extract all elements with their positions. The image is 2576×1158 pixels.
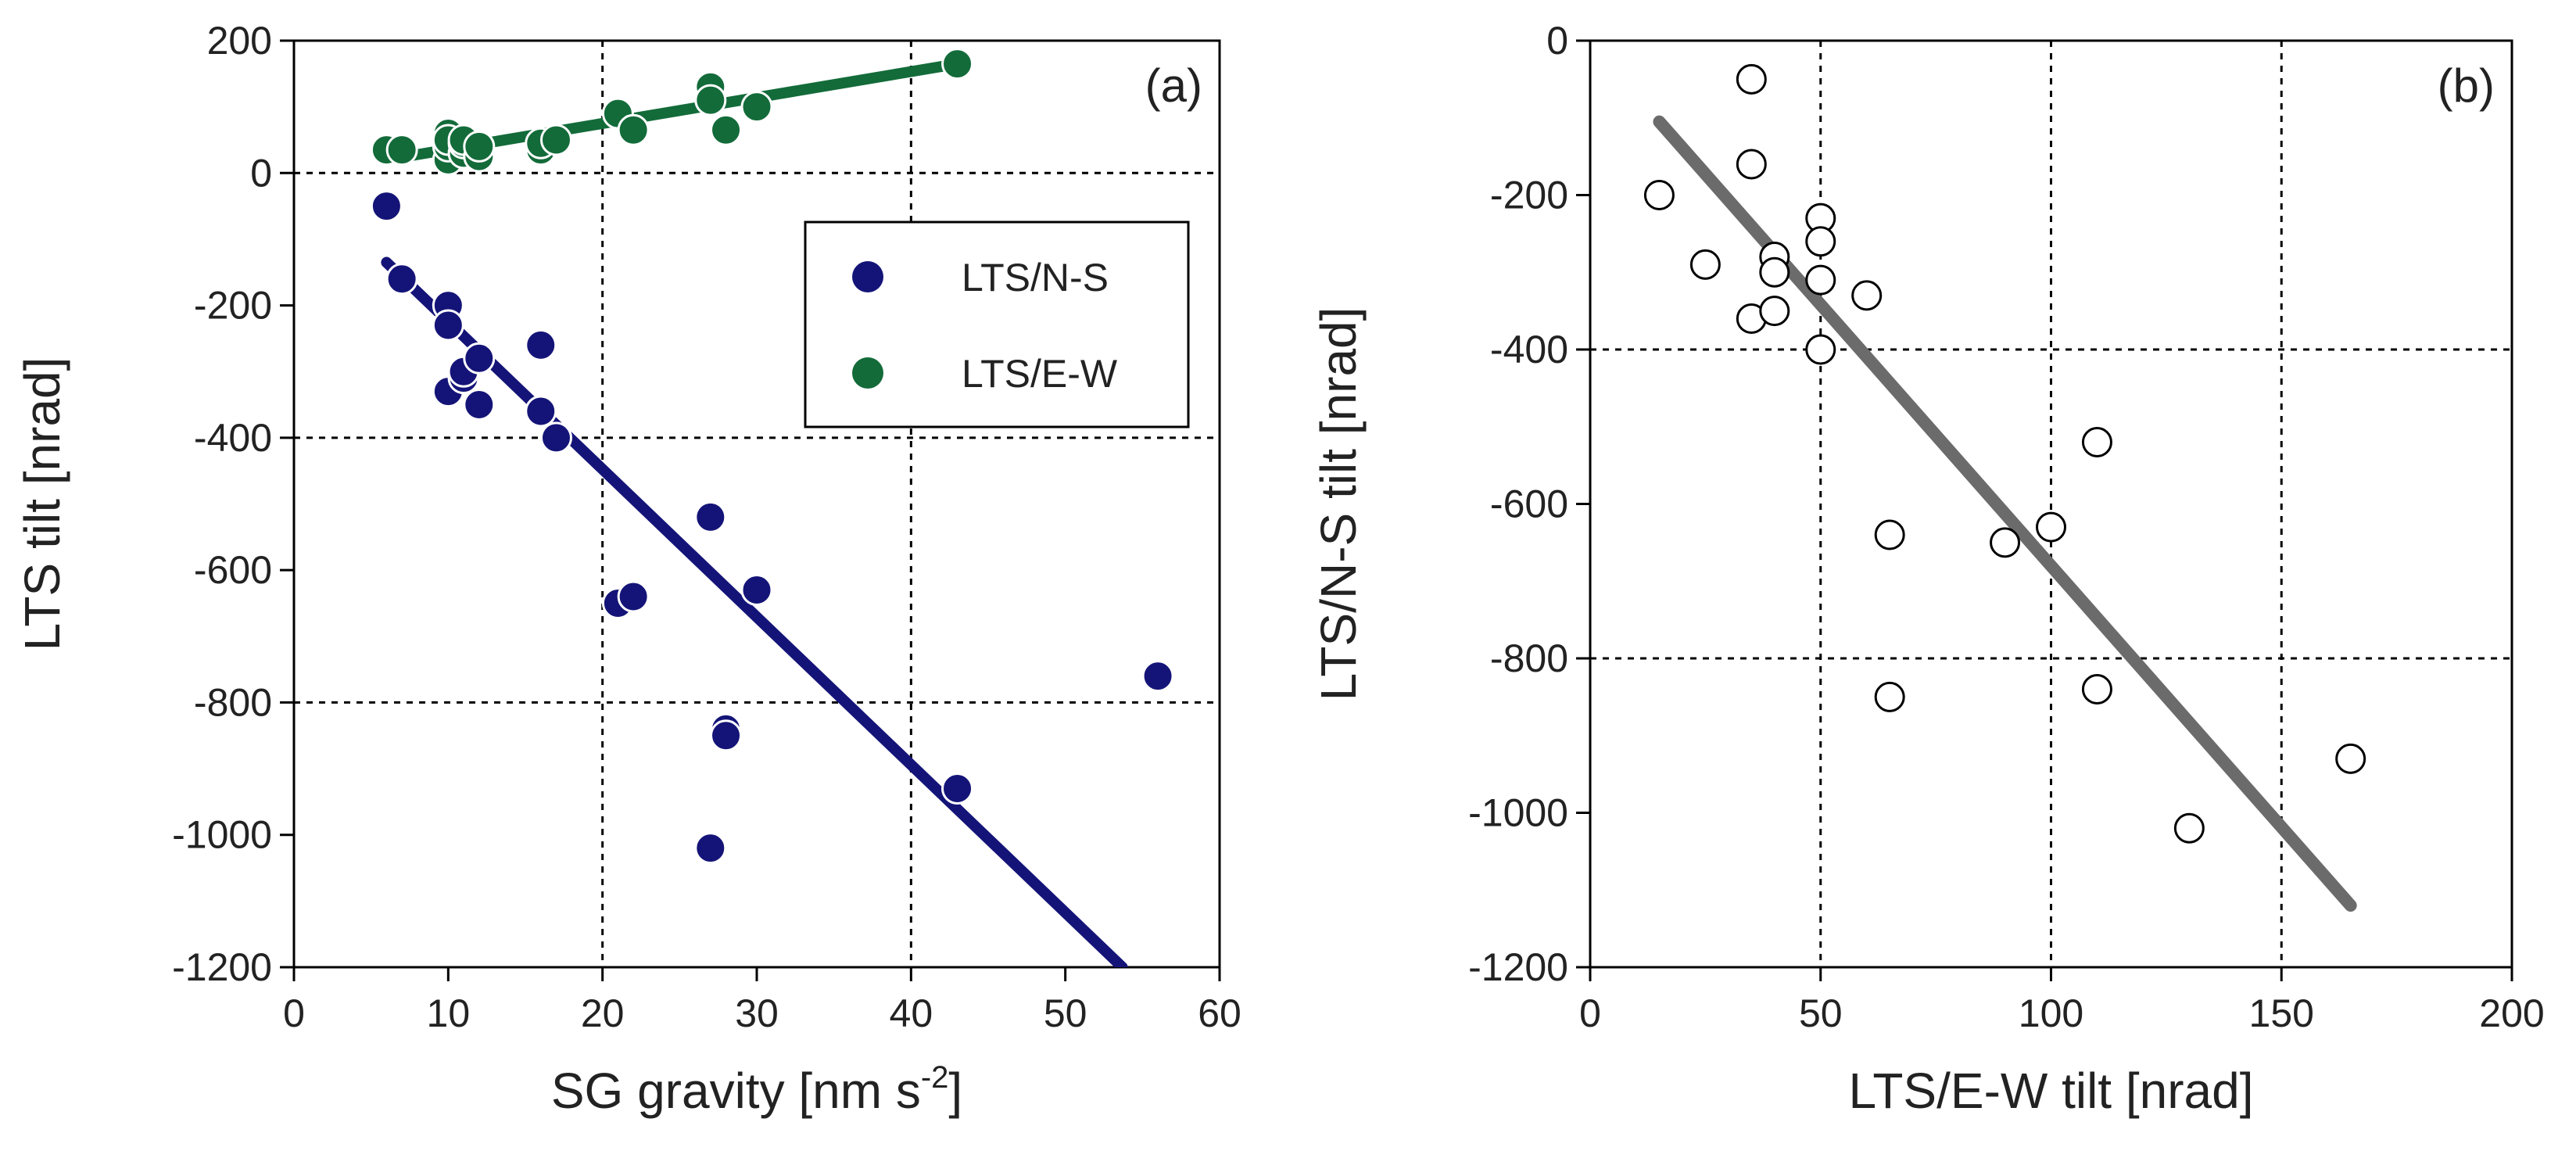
x-axis-label-end: ] — [948, 1063, 962, 1119]
data-point — [1805, 334, 1836, 365]
x-tick-label: 150 — [2249, 991, 2314, 1035]
data-point — [1689, 249, 1721, 280]
y-tick-label: 0 — [1546, 19, 1568, 63]
data-point — [463, 389, 496, 421]
panel-a: 0 10 20 30 40 50 60 -1200 -1000 -800 -600 -400 -200 0… — [14, 19, 1241, 1119]
legend-marker — [852, 261, 883, 292]
fit-line-lts-n-s-vs-lts-e-w — [1653, 115, 2357, 912]
panel-b: 0 50 100 150 200 -1200 -1000 -800 -600 -400 -200 0 L… — [1310, 19, 2545, 1119]
y-tick-label: -800 — [1490, 636, 1568, 680]
data-point — [539, 124, 572, 156]
y-tick-label: -200 — [194, 284, 272, 328]
data-layer — [1643, 63, 2366, 912]
y-axis-label: LTS/N-S tilt [nrad] — [1310, 307, 1367, 701]
y-tick-label: -1200 — [172, 945, 272, 989]
data-layer — [370, 48, 1174, 967]
data-point — [617, 113, 650, 146]
data-point — [385, 263, 418, 296]
y-tick-label: -400 — [1490, 328, 1568, 371]
y-tick-label: -200 — [1490, 174, 1568, 217]
legend-box — [804, 220, 1190, 428]
y-axis-label: LTS tilt [nrad] — [14, 357, 70, 651]
data-point — [1643, 180, 1675, 210]
data-point — [1990, 527, 2021, 558]
data-point — [694, 84, 727, 117]
data-point — [710, 113, 743, 146]
data-point — [740, 574, 773, 607]
x-tick-label: 40 — [890, 991, 933, 1035]
x-axis-label: SG gravity [nm s-2] — [551, 1060, 962, 1119]
data-point — [539, 421, 572, 454]
y-tick-label: -400 — [194, 416, 272, 460]
data-point — [1805, 264, 1836, 296]
x-tick-label: 20 — [581, 991, 625, 1035]
data-point — [2081, 674, 2112, 704]
data-point — [941, 772, 974, 805]
x-tick-label: 30 — [735, 991, 779, 1035]
y-tick-label: 200 — [207, 19, 272, 63]
plot-frame — [292, 39, 1221, 969]
data-point — [617, 580, 650, 613]
legend-marker — [852, 357, 883, 389]
panel-label: (b) — [2438, 59, 2495, 112]
legend-label: LTS/N-S — [962, 256, 1109, 299]
data-point — [463, 342, 496, 375]
data-point — [1759, 256, 1790, 288]
y-tick-label: -600 — [1490, 482, 1568, 526]
fit-line-lts-n-s — [381, 256, 1128, 967]
data-point — [740, 91, 773, 124]
y-tick-label: -800 — [194, 680, 272, 724]
data-point — [385, 134, 418, 167]
data-point — [2081, 427, 2112, 457]
data-point — [1851, 280, 1883, 311]
legend-label: LTS/E-W — [962, 352, 1118, 396]
data-point — [463, 130, 496, 163]
x-tick-label: 200 — [2479, 991, 2544, 1035]
x-tick-label: 100 — [2019, 991, 2083, 1035]
data-point — [1759, 296, 1790, 327]
data-point — [2036, 511, 2066, 543]
x-tick-label: 10 — [427, 991, 471, 1035]
y-tick-label: -600 — [194, 548, 272, 592]
x-tick-label: 0 — [283, 991, 305, 1035]
x-tick-label: 50 — [1044, 991, 1087, 1035]
data-point — [525, 395, 557, 428]
y-tick-label: -1000 — [1468, 791, 1568, 835]
data-point — [1805, 226, 1836, 257]
data-point — [370, 190, 403, 223]
panel-label: (a) — [1145, 59, 1202, 112]
data-point — [1736, 63, 1767, 95]
x-axis-label: LTS/E-W tilt [nrad] — [1848, 1063, 2253, 1119]
data-point — [710, 719, 743, 752]
data-point — [694, 832, 727, 865]
x-axis-label-text: SG gravity [nm s — [551, 1063, 921, 1119]
data-point — [2173, 812, 2205, 844]
data-point — [694, 500, 727, 533]
x-tick-label: 50 — [1799, 991, 1843, 1035]
x-axis-label-superscript: -2 — [921, 1060, 949, 1095]
y-tick-label: 0 — [250, 151, 272, 195]
data-point — [941, 48, 974, 81]
data-point — [1736, 149, 1767, 180]
data-point — [1874, 681, 1905, 712]
data-point — [525, 328, 557, 361]
data-point — [1141, 660, 1174, 693]
data-point — [2335, 743, 2366, 774]
y-tick-label: -1000 — [172, 813, 272, 857]
x-tick-label: 60 — [1198, 991, 1241, 1035]
y-tick-label: -1200 — [1468, 945, 1568, 989]
data-point — [432, 309, 464, 342]
x-tick-label: 0 — [1579, 991, 1601, 1035]
data-point — [1874, 519, 1905, 550]
